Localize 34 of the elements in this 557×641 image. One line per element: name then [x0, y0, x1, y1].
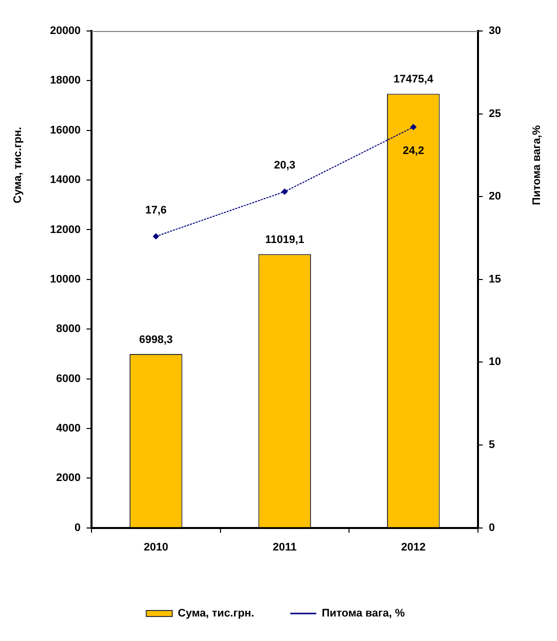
- data-label: 24,2: [402, 145, 424, 158]
- y-tick-label: 14000: [50, 174, 81, 186]
- y-tick-label: 2000: [56, 472, 81, 484]
- y-tick-label: 6000: [56, 372, 81, 385]
- legend-label: Сума, тис.грн.: [178, 608, 254, 620]
- data-label: 20,3: [274, 160, 296, 172]
- y-axis-title: Сума, тис.грн.: [12, 126, 24, 204]
- y-tick-label: 20000: [50, 25, 81, 38]
- point: [152, 233, 159, 240]
- x-tick-label: 2010: [144, 541, 168, 554]
- data-label: 17475,4: [394, 74, 434, 86]
- x-tick-label: 2012: [401, 541, 426, 554]
- data-label: 11019,1: [265, 234, 304, 246]
- x-tick-label: 2011: [272, 541, 297, 554]
- y2-tick-label: 30: [488, 25, 502, 38]
- y2-tick-label: 5: [488, 439, 495, 452]
- y2-tick-label: 20: [488, 190, 502, 203]
- y-tick-label: 12000: [50, 224, 81, 236]
- y-tick-label: 10000: [50, 273, 81, 286]
- y2-tick-label: 10: [488, 356, 502, 368]
- data-label: 17,6: [145, 204, 167, 216]
- point: [410, 124, 416, 130]
- point: [282, 188, 288, 195]
- y-tick-label: 8000: [56, 323, 81, 336]
- y2-tick-label: 0: [488, 522, 495, 534]
- data-label: 6998,3: [139, 334, 173, 346]
- y2-tick-label: 15: [488, 273, 502, 286]
- legend-label: Питома вага, %: [322, 608, 405, 620]
- y-tick-label: 16000: [50, 124, 81, 136]
- y-tick-label: 18000: [50, 74, 81, 87]
- y2-tick-label: 25: [488, 108, 502, 120]
- y2-axis-title: Питома вага,%: [531, 124, 544, 206]
- y-tick-label: 4000: [56, 422, 81, 434]
- y-tick-label: 0: [74, 522, 81, 534]
